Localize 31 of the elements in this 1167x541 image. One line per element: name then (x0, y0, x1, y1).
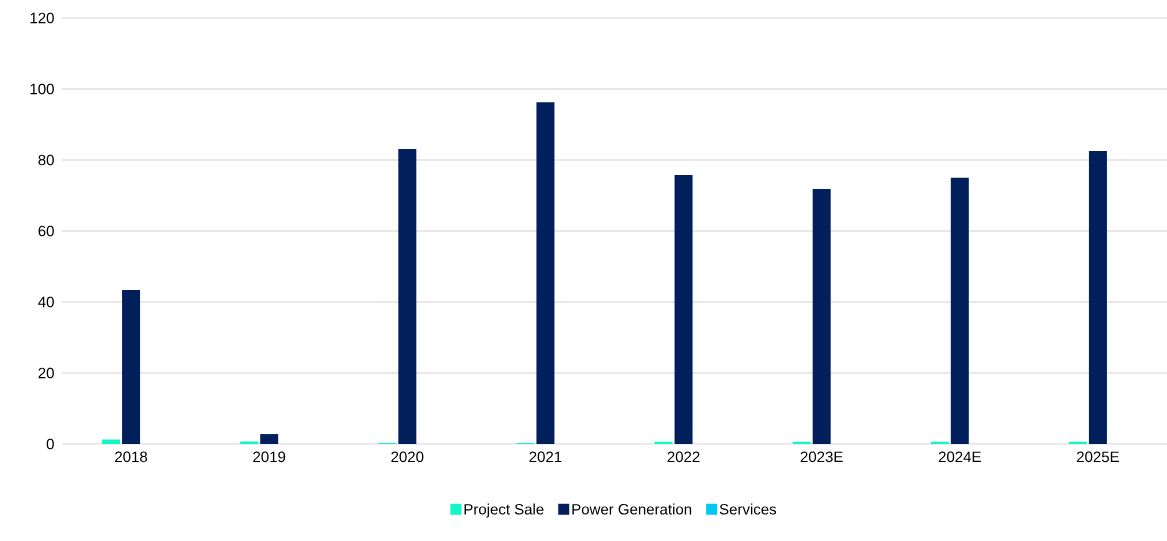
bar (260, 434, 279, 444)
y-tick-label: 20 (38, 367, 54, 379)
y-tick-label: 60 (38, 225, 54, 237)
legend-label: Power Generation (572, 503, 692, 515)
x-tick-label: 2022 (667, 451, 700, 463)
bar (812, 189, 831, 444)
x-tick-label: 2023E (800, 451, 843, 463)
bar (398, 148, 417, 444)
bar (536, 102, 555, 444)
y-tick-label: 80 (38, 154, 54, 166)
y-tick-label: 120 (30, 12, 54, 24)
y-tick-label: 40 (38, 296, 54, 308)
legend-label: Project Sale (464, 503, 544, 518)
bar (102, 439, 121, 444)
bar (674, 174, 693, 444)
x-tick-label: 2021 (529, 451, 562, 463)
y-tick-label: 0 (46, 438, 54, 450)
x-tick-label: 2025E (1077, 451, 1119, 463)
bar (792, 441, 811, 444)
bar (654, 441, 673, 444)
bar (930, 441, 949, 444)
bar (122, 289, 141, 444)
x-tick-label: 2019 (253, 451, 286, 463)
legend-label: Services (719, 503, 777, 515)
bar (1068, 441, 1087, 444)
x-tick-label: 2024E (938, 451, 981, 463)
bar (1088, 151, 1107, 444)
y-tick-label: 100 (30, 83, 54, 95)
x-tick-label: 2020 (391, 451, 424, 463)
x-tick-label: 2018 (115, 451, 148, 463)
bar (950, 177, 969, 444)
